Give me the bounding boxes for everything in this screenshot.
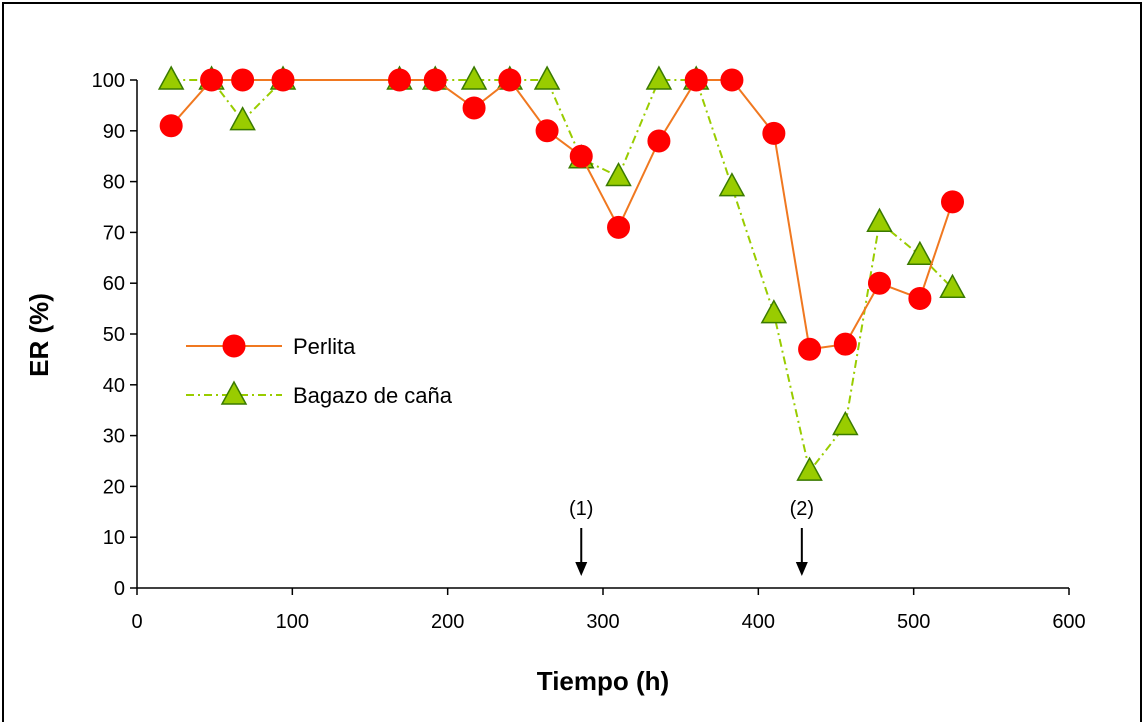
data-point [760,299,788,324]
data-point [605,161,632,187]
annotation-arrowhead [795,562,808,576]
data-point [908,286,932,310]
y-tick-label: 10 [103,527,125,549]
legend: Perlita Bagazo de caña [186,334,453,408]
legend-marker-perlita [222,334,246,358]
data-point [720,68,744,92]
data-point [833,332,857,356]
y-tick-label: 40 [103,375,125,397]
data-point [941,190,964,214]
data-point [157,65,185,90]
series-bagazo [157,65,966,481]
data-point [423,68,447,92]
data-point [231,68,255,92]
annotations: (1) (2) [569,498,814,576]
data-point [647,129,671,153]
y-tick-label: 20 [103,476,125,498]
legend-marker-bagazo [220,380,248,405]
y-tick-label: 30 [103,426,125,448]
data-point [462,96,486,120]
y-tick-label: 70 [103,222,125,244]
x-tick-label: 500 [897,611,930,633]
data-point [159,114,183,138]
axes: 0 10 20 30 40 50 60 70 80 90 100 0 100 200 300 400 500 60… [92,70,1086,633]
data-point [684,68,708,92]
y-tick-label: 50 [103,324,125,346]
annotation-label: (2) [790,498,814,520]
data-point [271,68,295,92]
y-tick-label: 90 [103,121,125,143]
line-chart: 0 10 20 30 40 50 60 70 80 90 100 0 100 200 300 400 500 60… [24,65,1086,696]
data-point [939,273,966,299]
y-axis-title: ER (%) [24,293,54,377]
x-axis-title: Tiempo (h) [537,666,669,696]
data-point [832,410,859,436]
data-point [535,119,559,143]
data-point [867,271,891,295]
data-point [388,68,412,92]
data-point [645,65,673,90]
x-tick-label: 100 [276,611,309,633]
data-point [796,456,823,481]
annotation-label: (1) [569,498,593,520]
data-point [229,106,256,131]
data-point [866,207,893,232]
data-point [718,172,746,197]
series-line [171,79,954,474]
data-point [607,215,631,239]
x-tick-label: 200 [431,611,464,633]
x-tick-label: 600 [1052,611,1085,633]
series-layer [157,65,966,481]
data-point [498,68,522,92]
data-point [762,121,786,145]
y-tick-label: 80 [103,172,125,194]
x-tick-label: 300 [586,611,619,633]
data-point [569,144,593,168]
y-tick-label: 0 [114,578,125,600]
series-perlita [159,68,964,361]
x-tick-label: 400 [742,611,775,633]
legend-label-perlita: Perlita [293,334,356,359]
data-point [200,68,224,92]
y-tick-label: 100 [92,70,125,92]
data-point [533,65,561,90]
y-tick-label: 60 [103,273,125,295]
legend-label-bagazo: Bagazo de caña [293,383,453,408]
x-tick-label: 0 [131,611,142,633]
data-point [798,337,822,361]
annotation-arrowhead [575,562,588,576]
series-line [170,78,954,351]
data-point [460,65,488,90]
data-point [906,240,934,266]
